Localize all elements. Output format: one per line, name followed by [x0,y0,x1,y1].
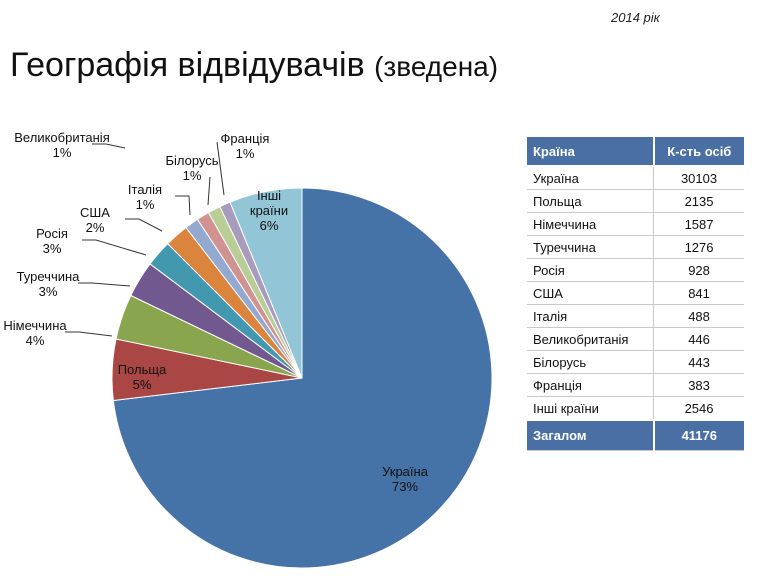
title-text: Географія відвідувачів [10,46,365,84]
slice-label-name: Інші [257,188,281,203]
visitors-table: Країна К-сть осіб Україна 30103 Польща 2135… [527,137,744,451]
slice-label-name: Великобританія [14,130,109,145]
slice-label-percent: 1% [136,197,155,212]
pie-slice [112,187,493,569]
leader-line [92,143,126,149]
page-title: Географія відвідувачів (зведена) [10,46,498,85]
cell-count: 488 [653,304,744,328]
cell-count: 30103 [653,166,744,190]
leader-line [82,239,147,256]
cell-count: 1276 [653,235,744,259]
cell-country: Інші країни [527,396,654,421]
table-row: Німеччина 1587 [527,212,744,236]
slice-label-percent: 73% [392,479,418,494]
cell-count: 383 [653,373,744,397]
table-row: Франція 383 [527,373,744,397]
leader-line [207,176,211,206]
cell-country: Білорусь [527,350,654,374]
cell-country: США [527,281,654,305]
table-row: Італія 488 [527,304,744,328]
slice-label-name: Німеччина [3,318,67,333]
table-row: США 841 [527,281,744,305]
table-header-row: Країна К-сть осіб [527,137,744,167]
cell-country: Великобританія [527,327,654,351]
leader-line [175,195,191,216]
cell-count: 446 [653,327,744,351]
cell-country: Польща [527,189,654,213]
table-row: Росія 928 [527,258,744,282]
cell-country: Франція [527,373,654,397]
slice-label-name: Україна [382,464,429,479]
total-value: 41176 [652,419,744,451]
leader-line [216,141,225,196]
slice-label-percent: 1% [53,145,72,160]
slice-label-name: Росія [36,226,68,241]
cell-count: 2135 [653,189,744,213]
slice-label-name: Польща [118,362,167,377]
table-row: Польща 2135 [527,189,744,213]
slice-label-name: Білорусь [165,153,218,168]
slice-label-percent: 3% [43,241,62,256]
header-country: Країна [527,137,654,167]
cell-count: 2546 [653,396,744,421]
slice-label-name: Італія [128,182,162,197]
table-row: Великобританія 446 [527,327,744,351]
slice-label-name: Франція [221,131,270,146]
cell-count: 443 [653,350,744,374]
cell-country: Німеччина [527,212,654,236]
table-row: Білорусь 443 [527,350,744,374]
slice-label-name: країни [250,203,288,218]
cell-country: Італія [527,304,654,328]
table-total-row: Загалом 41176 [527,419,744,451]
year-note: 2014 рік [611,10,660,25]
cell-country: Туреччина [527,235,654,259]
slice-label-name: Туреччина [17,269,81,284]
slice-label-percent: 6% [260,218,279,233]
total-label: Загалом [527,419,654,451]
cell-country: Росія [527,258,654,282]
leader-line [125,218,163,232]
cell-count: 928 [653,258,744,282]
cell-count: 1587 [653,212,744,236]
slice-label-percent: 1% [183,168,202,183]
slice-label-percent: 1% [236,146,255,161]
pie-slice [229,187,303,379]
slice-label-percent: 4% [26,333,45,348]
table-row: Туреччина 1276 [527,235,744,259]
slice-label-name: США [80,205,110,220]
table-row: Україна 30103 [527,166,744,190]
leader-line [65,331,113,337]
slice-label-percent: 3% [39,284,58,299]
table-row: Інші країни 2546 [527,396,744,421]
slice-label-percent: 5% [133,377,152,392]
slice-label-percent: 2% [86,220,105,235]
header-count: К-сть осіб [652,137,744,167]
cell-count: 841 [653,281,744,305]
cell-country: Україна [527,166,654,190]
subtitle-text: (зведена) [374,51,499,82]
leader-line [78,282,131,287]
